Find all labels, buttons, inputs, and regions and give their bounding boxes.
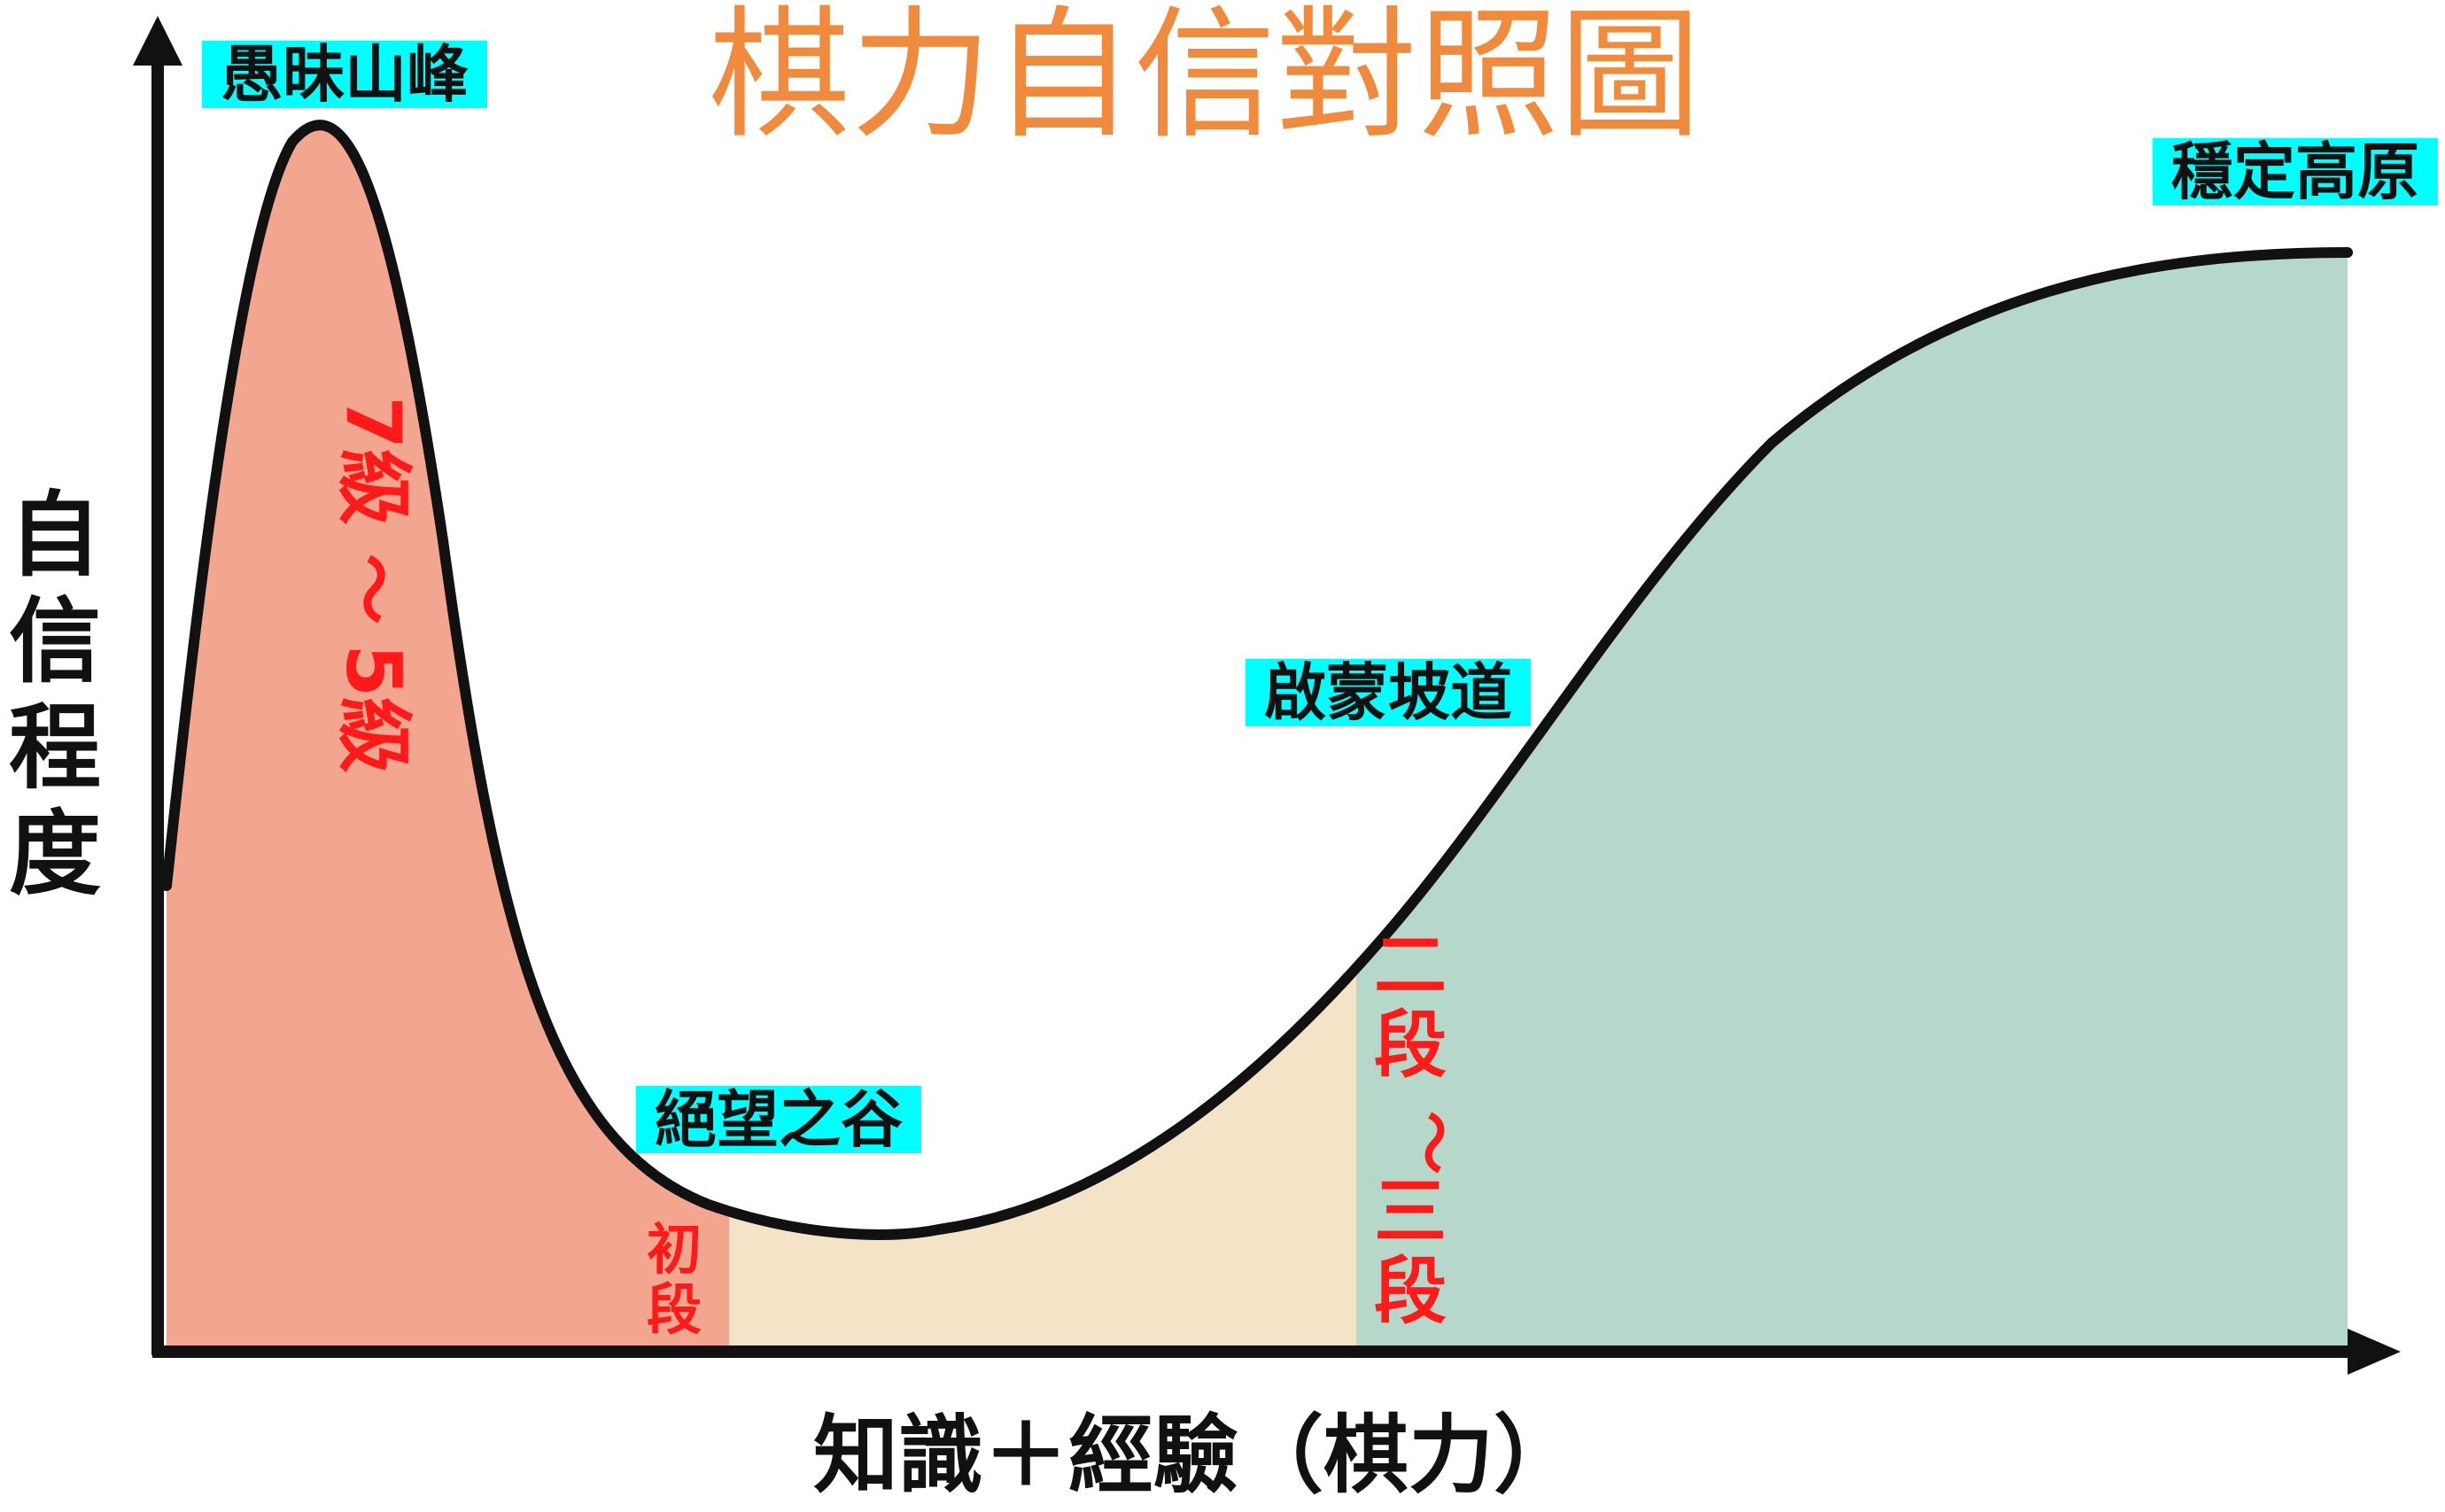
level-label-shodan: 初 段: [647, 1217, 702, 1342]
stage-highlight: [636, 1086, 921, 1153]
stage-label-plateau: 穩定高原: [2153, 136, 2438, 208]
stage-label-plateau-text: 穩定高原: [2171, 136, 2419, 208]
stage-label-slope: 啟蒙坡道: [1246, 656, 1531, 729]
y-axis-label-char-1: 自: [9, 481, 101, 589]
stage-label-slope-text: 啟蒙坡道: [1264, 656, 1512, 729]
stage-label-valley-text: 絕望之谷: [655, 1083, 903, 1156]
level-dan-to-char-2: 段: [1374, 1250, 1447, 1334]
x-axis-label: 知識＋經驗（棋力）: [813, 1406, 1579, 1505]
level-shodan-char-2: 段: [647, 1277, 702, 1342]
level-kyu-from: 7級: [329, 396, 417, 525]
diagram-title: 棋力自信對照圖: [709, 0, 1701, 158]
stage-highlight: [202, 41, 487, 108]
stage-label-peak-text: 愚昧山峰: [221, 38, 469, 111]
level-kyu-sep: ～: [330, 554, 413, 624]
y-axis-arrow-icon: [133, 16, 182, 66]
x-axis-arrow-icon: [2348, 1329, 2401, 1375]
stage-highlight: [2153, 138, 2438, 205]
level-label-kyu: 7級 ～ 5級: [329, 396, 417, 773]
y-axis-label-char-4: 度: [9, 800, 101, 908]
stage-label-peak: 愚昧山峰: [202, 38, 487, 111]
stage-label-valley: 絕望之谷: [636, 1083, 921, 1156]
level-dan-from-char-1: 二: [1374, 924, 1447, 1008]
level-dan-from-char-2: 段: [1374, 1004, 1447, 1088]
y-axis-label-char-2: 信: [9, 587, 101, 695]
y-axis-label: 自 信 程 度: [9, 481, 101, 908]
y-axis-label-char-3: 程: [9, 694, 101, 802]
stage-highlight: [1246, 659, 1531, 726]
level-kyu-to: 5級: [329, 644, 417, 773]
level-label-dan: 二 段 ～ 三 段: [1374, 924, 1470, 1334]
level-dan-sep: ～: [1395, 1111, 1470, 1175]
level-dan-to-char-1: 三: [1374, 1170, 1447, 1254]
level-shodan-char-1: 初: [647, 1217, 702, 1282]
confidence-curve: [161, 120, 2353, 1240]
